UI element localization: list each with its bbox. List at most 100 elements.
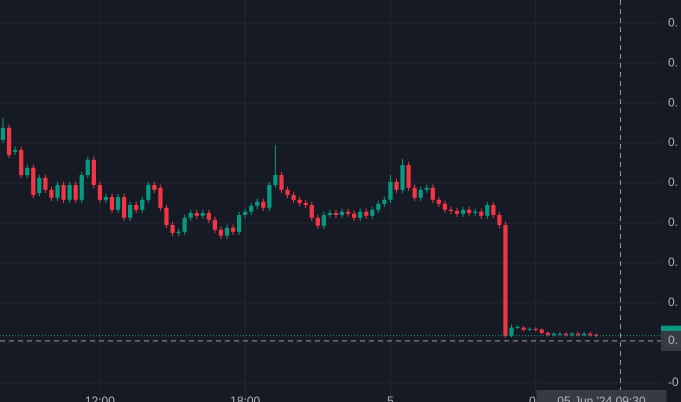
candle-body: [479, 211, 484, 216]
y-tick-label: 0.: [668, 135, 678, 149]
candle-body: [230, 227, 236, 232]
candle-body: [31, 167, 36, 196]
candle-body: [194, 212, 199, 216]
candle-body: [243, 211, 248, 215]
candle-body: [176, 231, 181, 233]
candle-body: [128, 204, 133, 218]
candle-body: [339, 211, 345, 215]
x-tick-label: 18:00: [230, 394, 260, 402]
candle-body: [267, 185, 272, 208]
candle-body: [73, 185, 78, 200]
candle-body: [315, 217, 320, 226]
candle-body: [436, 199, 441, 204]
candle-body: [345, 211, 351, 214]
candle-body: [424, 187, 429, 190]
y-tick-label: 0.: [668, 215, 678, 229]
x-tick-label: 12:00: [85, 394, 115, 402]
candle-body: [19, 149, 24, 176]
candle-body: [382, 199, 387, 204]
candle-body: [212, 219, 218, 230]
candle-body: [527, 328, 532, 330]
candle-body: [406, 165, 411, 188]
candle-body: [460, 209, 466, 214]
candle-body: [279, 175, 284, 190]
candle-body: [430, 187, 435, 200]
candle-body: [473, 211, 478, 213]
candle-body: [327, 212, 333, 215]
candle-body: [285, 189, 290, 196]
candle-body: [400, 165, 405, 190]
candle-body: [370, 209, 375, 216]
y-tick-label: 0.: [668, 175, 678, 189]
candle-body: [582, 333, 587, 335]
candle-body: [97, 185, 102, 200]
candle-body: [497, 214, 502, 225]
candle-body: [539, 329, 544, 333]
crosshair-y-box: [661, 330, 681, 351]
candle-body: [297, 199, 302, 203]
candle-body: [152, 185, 157, 190]
candle-body: [146, 185, 151, 200]
candle-body: [467, 209, 472, 213]
candle-body: [563, 333, 569, 335]
candle-body: [557, 333, 563, 335]
candle-body: [200, 212, 205, 216]
candle-body: [158, 187, 163, 208]
candle-body: [364, 211, 369, 216]
candle-body: [236, 214, 242, 232]
candle-body: [0, 127, 6, 140]
candle-body: [509, 327, 514, 336]
candle-body: [418, 189, 423, 198]
candle-body: [249, 205, 254, 212]
crosshair-x-box: [536, 390, 667, 402]
candle-body: [376, 203, 381, 210]
y-tick-label: 0.: [668, 55, 678, 69]
candle-body: [255, 201, 260, 206]
candle-body: [533, 328, 538, 330]
candle-body: [412, 187, 417, 198]
candle-body: [91, 159, 96, 186]
candle-body: [358, 211, 363, 218]
candle-body: [79, 175, 84, 200]
crosshair-y-label: 0.: [668, 333, 678, 347]
candle-body: [206, 212, 211, 220]
candle-body: [333, 212, 339, 215]
candle-body: [218, 229, 224, 236]
y-tick-label: 0.: [668, 95, 678, 109]
candle-body: [485, 204, 490, 216]
candle-body: [454, 210, 460, 214]
candle-body: [261, 201, 266, 208]
candle-body: [291, 195, 296, 200]
candle-body: [321, 214, 326, 226]
candle-body: [551, 333, 556, 335]
candle-body: [569, 333, 575, 335]
y-tick-label: -0: [668, 375, 679, 389]
y-tick-label: 0.: [668, 295, 678, 309]
crosshair-x-label: 05 Jun '24 09:30: [557, 394, 646, 402]
last-price-marker: [661, 325, 681, 332]
candle-body: [309, 204, 314, 218]
candle-body: [170, 224, 175, 233]
candle-body: [442, 203, 448, 210]
candle-body: [503, 224, 508, 336]
candle-body: [55, 185, 60, 198]
candle-body: [121, 197, 127, 218]
y-tick-label: 0.: [668, 15, 678, 29]
candle-body: [164, 207, 169, 225]
candle-body: [394, 181, 399, 190]
candle-body: [588, 333, 593, 335]
candle-body: [352, 213, 357, 218]
candle-body: [273, 175, 278, 186]
candle-body: [224, 227, 230, 236]
candle-body: [140, 199, 145, 210]
candle-body: [491, 204, 496, 215]
candle-body: [85, 159, 90, 176]
candle-body: [448, 209, 454, 211]
candle-body: [303, 202, 308, 205]
y-tick-label: 0.: [668, 255, 678, 269]
candle-body: [575, 333, 581, 335]
candle-body: [61, 185, 66, 200]
